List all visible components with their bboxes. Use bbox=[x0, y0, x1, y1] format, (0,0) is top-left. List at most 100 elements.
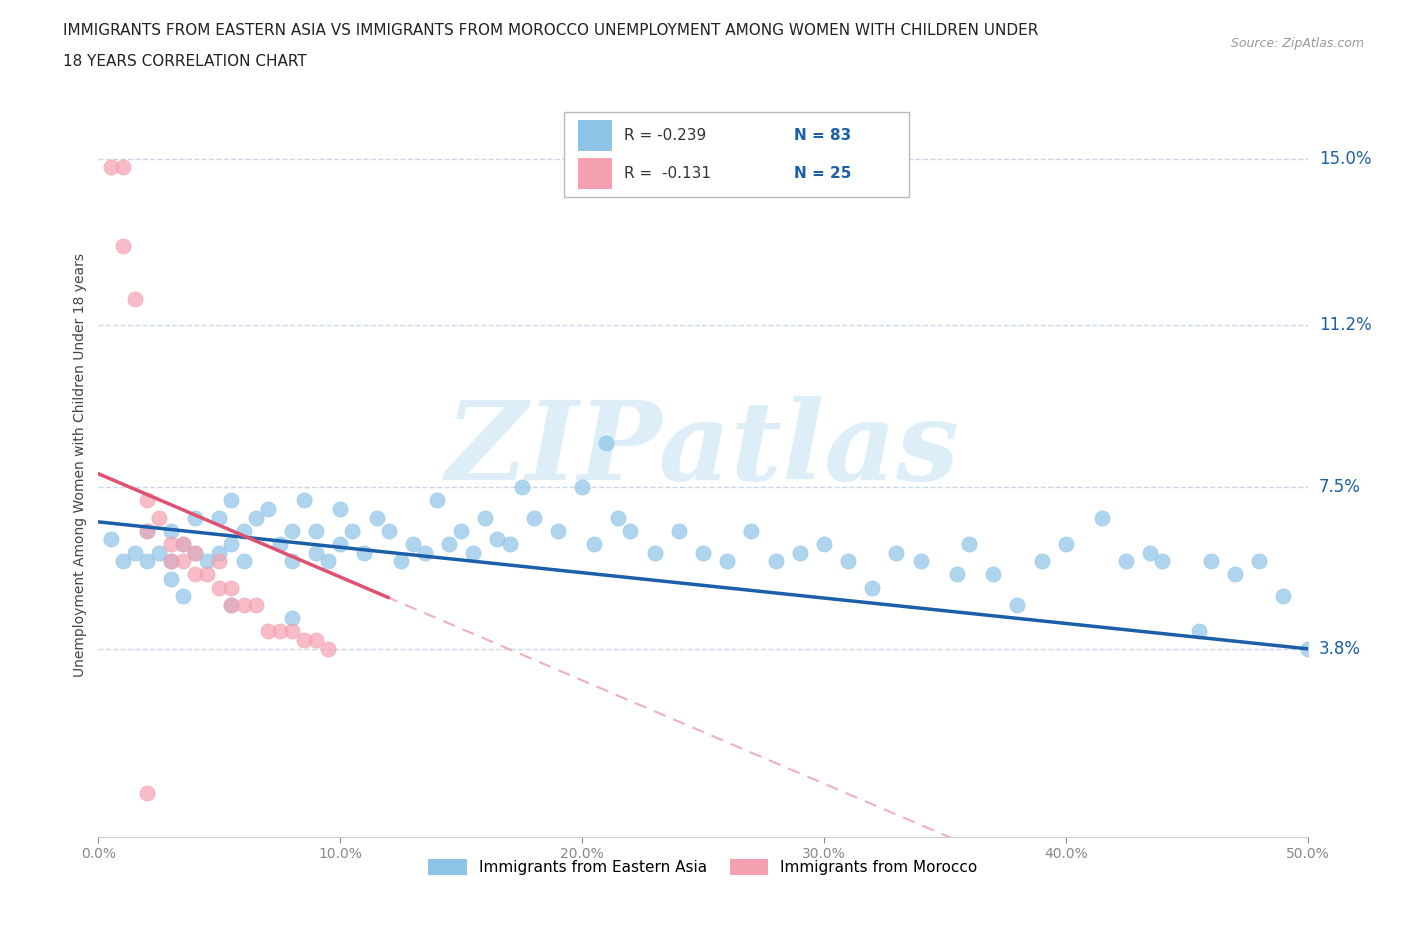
Text: 15.0%: 15.0% bbox=[1319, 150, 1371, 167]
Point bbox=[329, 501, 352, 516]
Point bbox=[124, 545, 146, 560]
Point bbox=[221, 580, 243, 595]
Point bbox=[1091, 510, 1114, 525]
Point bbox=[281, 624, 304, 639]
Point bbox=[172, 537, 194, 551]
Point bbox=[607, 510, 630, 525]
Point bbox=[765, 554, 787, 569]
Point bbox=[583, 537, 606, 551]
Point bbox=[1223, 567, 1246, 582]
Point bbox=[305, 524, 328, 538]
Point bbox=[111, 239, 134, 254]
Text: Source: ZipAtlas.com: Source: ZipAtlas.com bbox=[1230, 37, 1364, 50]
FancyBboxPatch shape bbox=[578, 120, 613, 152]
Point bbox=[377, 524, 399, 538]
Point bbox=[160, 524, 183, 538]
Point bbox=[981, 567, 1004, 582]
Point bbox=[221, 537, 243, 551]
Point bbox=[716, 554, 738, 569]
Text: 18 YEARS CORRELATION CHART: 18 YEARS CORRELATION CHART bbox=[63, 54, 307, 69]
Point bbox=[221, 598, 243, 613]
Point bbox=[402, 537, 425, 551]
Point bbox=[366, 510, 388, 525]
Point bbox=[135, 524, 157, 538]
Point bbox=[269, 537, 291, 551]
Point bbox=[305, 632, 328, 647]
Point bbox=[160, 571, 183, 586]
Point bbox=[644, 545, 666, 560]
Point bbox=[1139, 545, 1161, 560]
Point bbox=[668, 524, 690, 538]
Text: IMMIGRANTS FROM EASTERN ASIA VS IMMIGRANTS FROM MOROCCO UNEMPLOYMENT AMONG WOMEN: IMMIGRANTS FROM EASTERN ASIA VS IMMIGRAN… bbox=[63, 23, 1039, 38]
Point bbox=[523, 510, 546, 525]
Point bbox=[1115, 554, 1137, 569]
Point bbox=[208, 554, 231, 569]
Point bbox=[474, 510, 496, 525]
Point bbox=[148, 545, 170, 560]
Point bbox=[111, 554, 134, 569]
Point bbox=[910, 554, 932, 569]
Point bbox=[1272, 589, 1295, 604]
Text: 11.2%: 11.2% bbox=[1319, 316, 1371, 334]
Point bbox=[1152, 554, 1174, 569]
Point bbox=[571, 480, 593, 495]
Point bbox=[1007, 598, 1029, 613]
Point bbox=[232, 598, 254, 613]
Point bbox=[184, 567, 207, 582]
Text: N = 25: N = 25 bbox=[794, 166, 851, 180]
Point bbox=[946, 567, 969, 582]
Point bbox=[148, 510, 170, 525]
Point bbox=[413, 545, 436, 560]
Point bbox=[232, 554, 254, 569]
FancyBboxPatch shape bbox=[578, 157, 613, 189]
Point bbox=[437, 537, 460, 551]
Point bbox=[172, 554, 194, 569]
Text: 3.8%: 3.8% bbox=[1319, 640, 1361, 658]
Point bbox=[292, 632, 315, 647]
Point bbox=[619, 524, 641, 538]
Point bbox=[269, 624, 291, 639]
Point bbox=[316, 554, 339, 569]
Text: 7.5%: 7.5% bbox=[1319, 478, 1361, 496]
Point bbox=[160, 554, 183, 569]
Text: R = -0.239: R = -0.239 bbox=[624, 128, 707, 143]
Point bbox=[100, 160, 122, 175]
Point bbox=[208, 510, 231, 525]
FancyBboxPatch shape bbox=[564, 112, 908, 197]
Point bbox=[245, 510, 267, 525]
Point bbox=[221, 493, 243, 508]
Legend: Immigrants from Eastern Asia, Immigrants from Morocco: Immigrants from Eastern Asia, Immigrants… bbox=[422, 853, 984, 882]
Point bbox=[100, 532, 122, 547]
Point bbox=[342, 524, 364, 538]
Point bbox=[1199, 554, 1222, 569]
Point bbox=[498, 537, 520, 551]
Point bbox=[184, 510, 207, 525]
Point bbox=[886, 545, 908, 560]
Point bbox=[232, 524, 254, 538]
Point bbox=[124, 291, 146, 306]
Point bbox=[256, 501, 278, 516]
Point bbox=[450, 524, 472, 538]
Point bbox=[135, 786, 157, 801]
Point bbox=[281, 611, 304, 626]
Point bbox=[245, 598, 267, 613]
Point bbox=[195, 554, 218, 569]
Point bbox=[1296, 642, 1319, 657]
Point bbox=[316, 642, 339, 657]
Point bbox=[463, 545, 485, 560]
Text: ZIPatlas: ZIPatlas bbox=[446, 396, 960, 504]
Point bbox=[353, 545, 375, 560]
Point bbox=[1054, 537, 1077, 551]
Point bbox=[547, 524, 569, 538]
Point bbox=[595, 435, 617, 450]
Point bbox=[813, 537, 835, 551]
Point bbox=[486, 532, 509, 547]
Text: N = 83: N = 83 bbox=[794, 128, 851, 143]
Point bbox=[111, 160, 134, 175]
Point bbox=[135, 524, 157, 538]
Point bbox=[184, 545, 207, 560]
Point bbox=[292, 493, 315, 508]
Text: R =  -0.131: R = -0.131 bbox=[624, 166, 711, 180]
Point bbox=[135, 493, 157, 508]
Point bbox=[184, 545, 207, 560]
